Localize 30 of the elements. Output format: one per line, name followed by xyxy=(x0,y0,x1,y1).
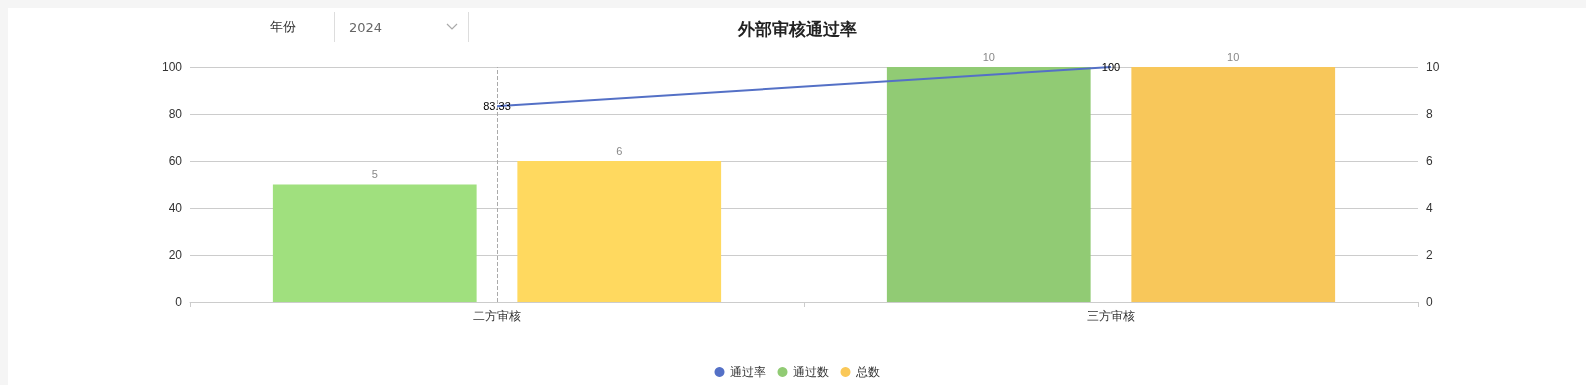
data-label: 5 xyxy=(371,168,378,180)
y2-tick-label: 8 xyxy=(1426,107,1433,121)
y-tick-label: 20 xyxy=(168,248,183,262)
bar xyxy=(886,67,1091,302)
data-label: 6 xyxy=(616,144,623,157)
chart-title: 外部审核通过率 xyxy=(736,20,857,39)
x-tick-label: 三方审核 xyxy=(1087,309,1135,323)
y-tick-label: 60 xyxy=(168,154,183,168)
bar xyxy=(1131,67,1336,302)
text: 年份 xyxy=(270,18,297,36)
y2-tick-label: 6 xyxy=(1426,154,1433,168)
data-label: 10 xyxy=(1227,50,1240,63)
legend-label: 总数 xyxy=(854,365,880,379)
y-tick-label: 80 xyxy=(168,107,183,121)
y2-tick-label: 0 xyxy=(1426,295,1433,309)
data-label: 10 xyxy=(982,50,995,63)
data-label: 83.33 xyxy=(483,100,511,113)
data-label: 100 xyxy=(1101,61,1121,73)
y-tick-label: 40 xyxy=(168,201,183,215)
bar xyxy=(517,161,722,302)
y-tick-label: 0 xyxy=(175,295,183,309)
legend-label: 通过率 xyxy=(729,365,766,379)
y-tick-label: 100 xyxy=(161,60,183,74)
text: 2024 xyxy=(349,19,383,35)
x-tick-label: 二方审核 xyxy=(473,309,521,323)
legend-label: 通过数 xyxy=(792,365,829,379)
y2-tick-label: 10 xyxy=(1426,60,1440,74)
y2-tick-label: 4 xyxy=(1426,201,1433,215)
y2-tick-label: 2 xyxy=(1426,248,1433,262)
bar xyxy=(272,184,477,302)
